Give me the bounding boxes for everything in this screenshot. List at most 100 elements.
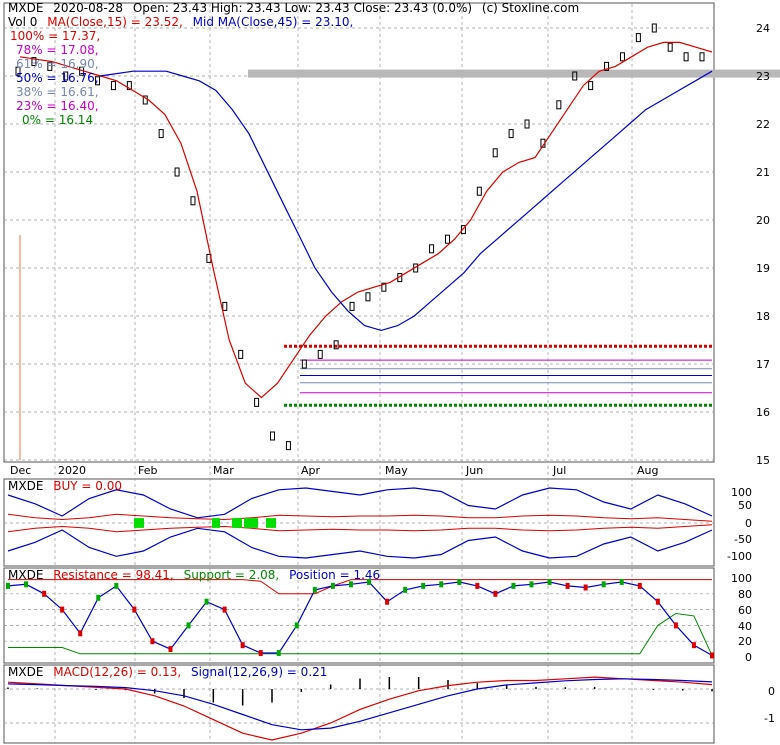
price-candle-19 (317, 349, 323, 359)
buy-label: BUY = 0.00 (53, 479, 122, 493)
buy-line-1 (7, 527, 713, 559)
x-label-feb: Feb (138, 464, 157, 477)
resistance-y-axis: 100 80 60 40 20 0 (731, 572, 752, 664)
x-label-2020: 2020 (58, 464, 86, 477)
position-mark-34 (619, 578, 624, 585)
position-mark-5 (96, 594, 101, 601)
buy-ytick-2: 0 (745, 517, 752, 530)
position-mark-26 (475, 582, 480, 589)
position-mark-16 (294, 622, 299, 629)
res-label: Resistance = 98.41, (53, 568, 174, 582)
price-candle-22 (365, 292, 371, 302)
position-mark-27 (493, 590, 498, 597)
macd-ytick-0: 0 (768, 685, 775, 698)
buy-signal-bar-1 (212, 518, 220, 528)
macd-header: MXDE MACD(12,26) = 0.13, Signal(12,26,9)… (8, 665, 327, 679)
fib-label-78: 78% = 17.08, (16, 43, 99, 57)
fib-label-0: 0% = 16.14 (22, 113, 93, 127)
price-candle-23 (381, 282, 387, 292)
position-mark-1 (24, 581, 29, 588)
fib-label-50: 50% = 16.76, (16, 71, 99, 85)
buy-ticker: MXDE (8, 479, 43, 493)
res-ytick-4: 20 (738, 635, 752, 648)
price-candle-15 (254, 397, 260, 407)
last-price-band (248, 69, 780, 78)
header-source: (c) Stoxline.com (482, 1, 579, 15)
position-mark-9 (168, 646, 173, 653)
position-mark-15 (276, 650, 281, 657)
ma-mid-label: Mid MA(Close,45) = 23.10, (193, 15, 354, 29)
price-candle-17 (285, 441, 291, 451)
position-mark-0 (6, 582, 10, 589)
price-candle-32 (524, 119, 530, 129)
price-y-axis: 15 16 17 18 19 20 21 22 23 24 (756, 22, 770, 467)
position-mark-39 (710, 652, 714, 659)
macd-line (7, 676, 713, 741)
position-mark-38 (691, 642, 696, 649)
price-candle-41 (667, 42, 673, 52)
price-candle-35 (572, 71, 578, 81)
position-mark-33 (601, 581, 606, 588)
position-mark-30 (547, 578, 552, 585)
position-mark-35 (637, 582, 642, 589)
price-candle-20 (333, 340, 339, 350)
buy-signal-bar-2 (232, 518, 242, 528)
position-mark-36 (655, 598, 660, 605)
price-ytick-22: 22 (756, 118, 770, 131)
position-mark-23 (421, 582, 426, 589)
position-mark-17 (312, 586, 317, 593)
price-ytick-19: 19 (756, 262, 770, 275)
position-mark-25 (457, 578, 462, 585)
price-candle-21 (349, 301, 355, 311)
price-candle-28 (460, 225, 466, 235)
price-ytick-24: 24 (756, 22, 770, 35)
signal-label: Signal(12,26,9) = 0.21 (191, 665, 327, 679)
price-candle-0 (15, 66, 21, 76)
ma-mid-line (99, 70, 713, 332)
position-mark-10 (186, 622, 191, 629)
header-date: 2020-08-28 (53, 1, 123, 15)
price-ytick-18: 18 (756, 310, 770, 323)
price-candle-40 (651, 23, 657, 33)
x-label-apr: Apr (301, 464, 321, 477)
ma-header: Vol 0 MA(Close,15) = 23.52, Mid MA(Close… (8, 15, 353, 29)
position-mark-3 (60, 606, 65, 613)
position-mark-20 (367, 578, 372, 585)
price-candle-26 (429, 244, 435, 254)
res-ytick-3: 40 (738, 620, 752, 633)
res-ticker: MXDE (8, 568, 43, 582)
position-line (7, 581, 713, 656)
vol-label: Vol 0 (8, 15, 37, 29)
position-mark-32 (583, 584, 588, 591)
price-candle-36 (588, 81, 594, 91)
fib-label-61: 61% = 16.90, (16, 57, 99, 71)
price-candle-16 (270, 431, 276, 441)
price-header: MXDE 2020-08-28 Open: 23.43 High: 23.43 … (8, 1, 579, 15)
price-candle-27 (444, 234, 450, 244)
buy-ytick-3: -50 (734, 533, 752, 546)
res-ytick-2: 60 (738, 604, 752, 617)
buy-signal-bar-4 (266, 518, 276, 528)
fib-legend: 100% = 17.37, 78% = 17.08, 61% = 16.90, … (10, 29, 100, 127)
macd-label: MACD(12,26) = 0.13, (53, 665, 181, 679)
position-mark-31 (565, 582, 570, 589)
price-candle-6 (110, 81, 116, 91)
position-mark-22 (403, 586, 408, 593)
resistance-line (8, 579, 712, 595)
position-mark-11 (204, 598, 209, 605)
price-candle-34 (556, 100, 562, 110)
resistance-panel-frame (3, 567, 715, 664)
position-mark-7 (132, 606, 137, 613)
price-candle-29 (476, 186, 482, 196)
position-mark-6 (114, 582, 119, 589)
x-label-aug: Aug (637, 464, 658, 477)
price-candle-43 (699, 52, 705, 62)
x-axis-labels: Dec 2020 Feb Mar Apr May Jun Jul Aug (10, 464, 658, 477)
x-label-jul: Jul (552, 464, 566, 477)
position-mark-13 (240, 642, 245, 649)
res-ytick-1: 80 (738, 588, 752, 601)
res-ytick-0: 100 (731, 572, 752, 585)
price-ytick-20: 20 (756, 214, 770, 227)
macd-ytick-1: -1 (764, 712, 775, 725)
price-marks (15, 23, 780, 460)
